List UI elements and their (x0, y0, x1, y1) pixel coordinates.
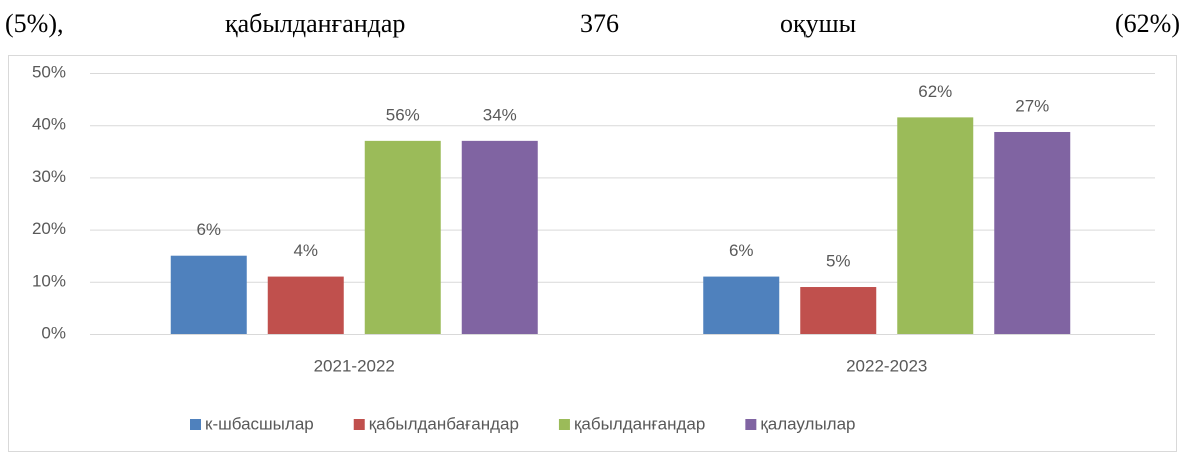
legend-label: к-шбасшылар (205, 414, 314, 433)
text-word: (62%) (1115, 9, 1180, 38)
y-tick-label: 40% (32, 115, 66, 134)
data-label: 5% (826, 252, 851, 271)
text-word: қабылданғандар (225, 9, 405, 38)
y-tick-label: 30% (32, 167, 66, 186)
bar (800, 287, 877, 334)
data-label: 62% (918, 82, 952, 101)
legend-swatch (558, 419, 570, 430)
data-label: 6% (196, 220, 221, 239)
bar (461, 140, 538, 334)
bar (170, 255, 247, 334)
y-tick-label: 20% (32, 219, 66, 238)
text-word: оқушы (780, 9, 856, 38)
y-tick-label: 50% (32, 62, 66, 81)
chart-frame (8, 55, 1177, 452)
text-word: (5%), (5, 9, 63, 38)
x-tick-label: 2021-2022 (314, 356, 395, 375)
bar (994, 131, 1071, 334)
text-word: 376 (580, 9, 619, 38)
legend-swatch (190, 419, 201, 430)
bar (364, 140, 441, 334)
data-label: 6% (729, 241, 754, 260)
y-tick-label: 10% (32, 271, 66, 290)
legend-swatch (745, 419, 757, 430)
y-tick-label: 0% (41, 323, 66, 342)
data-label: 34% (483, 105, 517, 124)
legend-label: қабылданбағандар (369, 414, 519, 433)
data-label: 27% (1015, 96, 1049, 115)
legend-label: қабылданғандар (574, 414, 705, 433)
data-label: 56% (386, 105, 420, 124)
legend-label: қалаулылар (760, 414, 855, 433)
bar (703, 276, 780, 334)
x-tick-label: 2022-2023 (846, 356, 927, 375)
bar (267, 276, 344, 334)
legend-swatch (353, 419, 365, 430)
bar (897, 117, 974, 335)
data-label: 4% (293, 241, 318, 260)
